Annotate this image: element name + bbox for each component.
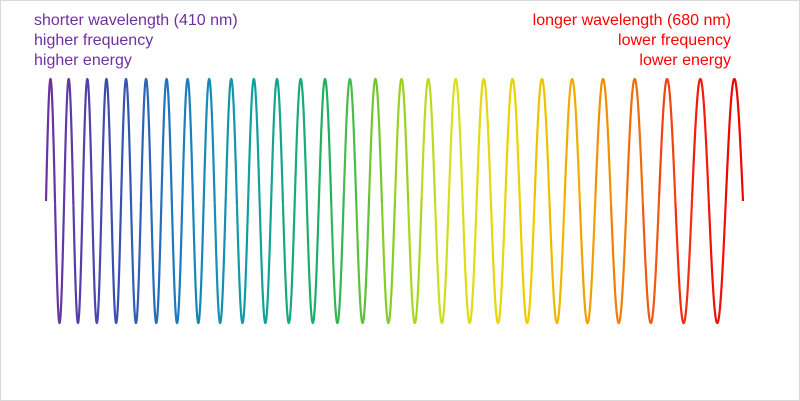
wave-segment [81,77,94,208]
wave-segment [270,77,285,205]
wave-segment [461,198,478,325]
wave-segment [247,77,261,207]
wave-segment [91,195,103,325]
wave-segment [305,197,321,325]
wave-segment [674,197,694,325]
wave-segment [548,199,566,325]
wave-segment [317,77,333,205]
wave-segment [181,77,195,205]
wave-segment [63,77,75,206]
wave-segment [150,198,163,325]
wave-segment [380,200,397,325]
wave-segment [691,77,710,203]
wave-segment [447,77,464,206]
wave-segment [355,195,371,325]
wave-segment [724,77,745,202]
wave-segment [504,77,522,206]
wave-segment [100,77,113,210]
wave-segment [139,77,153,205]
wave-segment [707,200,727,325]
wave-segment [120,77,133,204]
wave-segment [110,193,123,325]
wave-segment [53,199,66,325]
wave-segment [281,198,296,325]
wave-segment [475,77,493,203]
wave-segment [129,200,143,325]
wave-segment [342,77,358,207]
wave-segment [641,196,661,325]
wave-segment [202,77,216,203]
wave-segment [609,197,628,325]
wave-segment [213,195,227,325]
wave-segment [407,196,423,325]
wave-segment [518,199,536,325]
wave-segment [160,77,174,206]
wave-segment [594,77,613,205]
wave-segment [44,77,57,204]
label-line: lower frequency [618,32,731,49]
wave-segment [434,198,450,325]
wave-segment [368,77,384,204]
wave-segment [533,77,551,202]
label-line: lower energy [639,52,731,69]
wave-segment [224,77,239,206]
wave-segment [658,77,677,202]
label-line: longer wavelength (680 nm) [532,12,731,29]
wave-segment [563,77,581,204]
wave-segment [625,77,644,205]
wave-segment [293,77,309,207]
wave-segment [258,194,273,325]
wave-segment [489,199,507,325]
wave-segment [235,193,250,325]
wave-segment [191,200,205,325]
label-line: higher energy [34,52,132,69]
wave-segment [72,198,84,325]
label-line: higher frequency [34,32,154,49]
wave-segment [393,77,410,203]
wave-segment [330,194,345,325]
wave-segment [170,198,184,325]
right-label: longer wavelength (680 nm) lower frequen… [533,11,731,71]
wave-segment [420,77,437,204]
left-label: shorter wavelength (410 nm) higher frequ… [34,11,238,71]
wave-segment [578,195,597,325]
label-line: shorter wavelength (410 nm) [34,12,238,29]
